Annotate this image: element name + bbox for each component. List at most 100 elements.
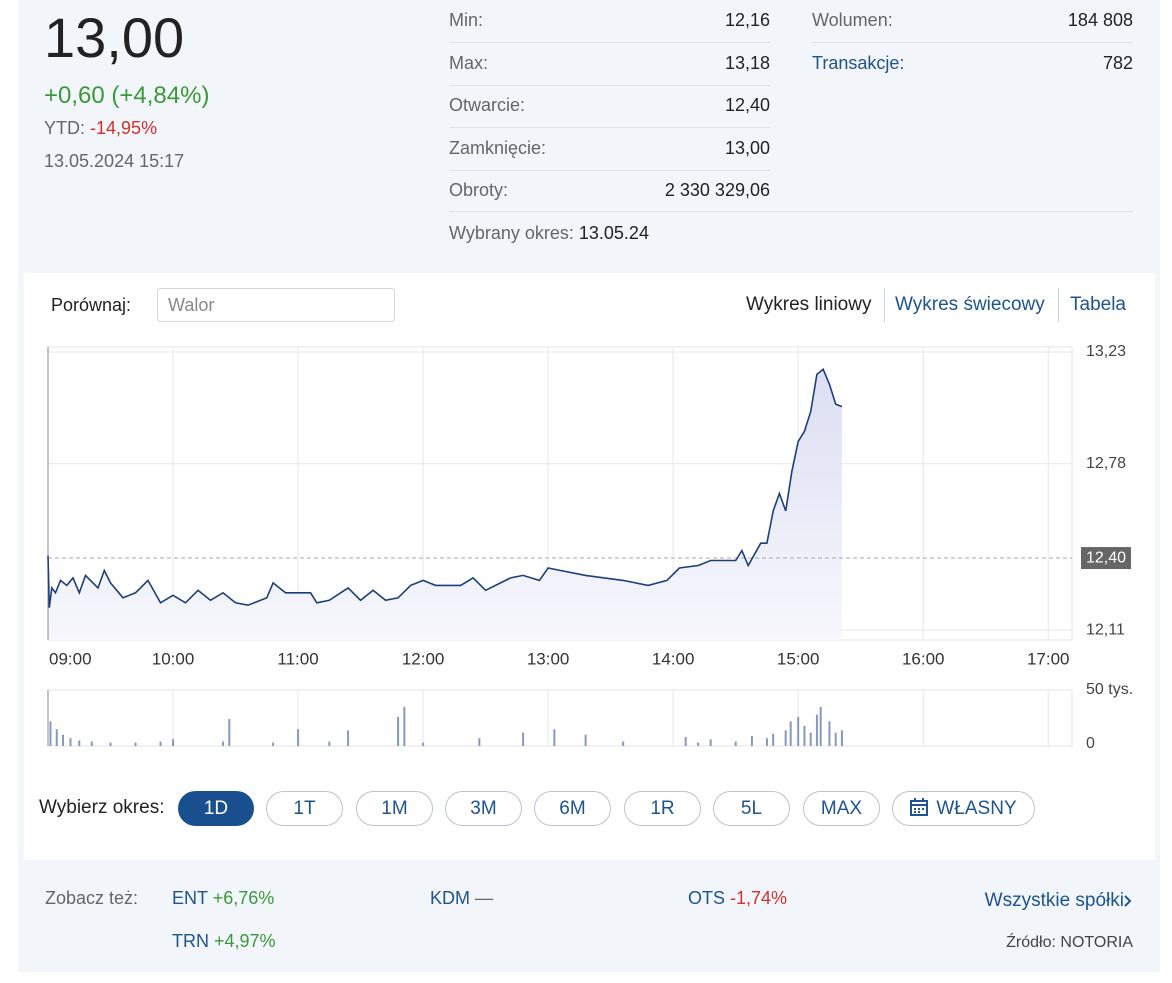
volume-bar [522, 732, 525, 746]
ytd-value: -14,95% [90, 118, 158, 138]
reference-label-bg [1081, 547, 1131, 570]
calendar-svg [910, 798, 929, 816]
x-tick-label: 11:00 [277, 649, 318, 668]
volume-bar [62, 734, 65, 746]
range-label: Wybierz okres: [39, 797, 165, 818]
chevron-icon [1124, 895, 1132, 907]
ticker-change: -1,74% [730, 888, 788, 908]
volume-bar [297, 729, 300, 746]
tab-active[interactable]: Wykres liniowy [746, 294, 872, 315]
volume-bar [397, 716, 400, 746]
ticker: TRN [172, 931, 209, 951]
tab-separator [1058, 288, 1059, 322]
see-also-item[interactable]: ENT +6,76% [172, 887, 274, 909]
range-button-label: WŁASNY [936, 798, 1017, 819]
range-button[interactable]: 1D [178, 791, 254, 826]
all-companies-link[interactable]: Wszystkie spółki [984, 890, 1124, 911]
range-button[interactable]: MAX [803, 791, 880, 826]
volume-bar [553, 729, 556, 746]
volume-bar [750, 735, 753, 746]
datetime: 13.05.2024 15:17 [44, 151, 185, 171]
range-button-label: 5L [740, 798, 763, 819]
volume-bar [69, 738, 72, 746]
tab-separator [884, 288, 885, 322]
compare-input[interactable]: Walor [157, 288, 395, 322]
period: Wybrany okres: 13.05.24 [449, 221, 649, 245]
y-tick-label: 13,23 [1086, 343, 1126, 360]
x-tick-label: 13:00 [527, 649, 570, 668]
tab[interactable]: Wykres świecowy [895, 294, 1045, 315]
volume-bar [347, 730, 350, 746]
see-also-label: Zobacz też: [45, 888, 139, 908]
y-tick-label: 50 tys. [1086, 681, 1133, 698]
price: 13,00 [44, 6, 185, 69]
price-line [47, 368, 843, 608]
volume-bar [584, 734, 587, 746]
stat-label: Max: [449, 52, 489, 73]
range-button[interactable]: WŁASNY [892, 791, 1035, 826]
separator [449, 211, 1133, 212]
volume-bar [809, 732, 812, 746]
volume-bar [422, 742, 425, 746]
volume-bar [478, 738, 481, 746]
stat-label: Min: [449, 10, 484, 30]
ticker: ENT [172, 888, 208, 908]
price-change: +0,60 (+4,84%) [44, 82, 210, 109]
volume-bar [328, 741, 331, 746]
stat-label: Obroty: [449, 180, 509, 200]
x-tick-label: 16:00 [902, 649, 945, 668]
range-button[interactable]: 1M [356, 791, 433, 826]
x-tick-label: 15:00 [777, 649, 820, 668]
period-label: Wybrany okres: [449, 223, 574, 243]
volume-bar [172, 739, 175, 746]
y-tick-label: 12,11 [1086, 621, 1125, 638]
volume-bar [772, 733, 775, 746]
volume-bar [828, 721, 831, 746]
tab[interactable]: Tabela [1070, 294, 1126, 315]
range-button[interactable]: 3M [445, 791, 522, 826]
range-button[interactable]: 1T [266, 791, 343, 826]
calendar-icon [910, 794, 929, 827]
volume-bar [622, 741, 625, 746]
x-tick-label: 14:00 [652, 649, 695, 668]
volume-bar [797, 716, 800, 746]
volume-bar [815, 714, 818, 746]
stat-value: 782 [1102, 52, 1133, 73]
volume-bar [819, 706, 822, 746]
volume-bar [734, 741, 737, 746]
stat-value: 13,18 [724, 52, 770, 73]
range-button-label: 1R [650, 798, 675, 819]
stat-label: Zamknięcie: [449, 137, 547, 158]
stat-label: Otwarcie: [449, 95, 526, 115]
range-button-label: 1D [203, 798, 229, 819]
compare-label: Porównaj: [51, 295, 132, 315]
volume-bar [784, 730, 787, 746]
ytd-label: YTD: [44, 118, 86, 138]
volume-bar [90, 741, 93, 746]
period-value: 13.05.24 [578, 223, 649, 243]
volume-bar [709, 739, 712, 746]
separator [812, 42, 1133, 43]
plot-frame [47, 689, 1073, 747]
volume-bar [134, 742, 137, 746]
volume-bar [697, 742, 700, 746]
volume-bar [159, 741, 162, 746]
volume-bar [803, 725, 806, 746]
x-tick-label: 10:00 [152, 649, 195, 668]
range-button[interactable]: 5L [713, 791, 790, 826]
see-also-item[interactable]: OTS -1,74% [688, 887, 787, 909]
volume-bar [272, 742, 275, 746]
volume-bar [55, 729, 58, 746]
range-button[interactable]: 1R [624, 791, 701, 826]
separator [449, 42, 770, 43]
volume-bar [78, 740, 81, 746]
see-also-item[interactable]: TRN +4,97% [172, 930, 276, 952]
range-button[interactable]: 6M [534, 791, 611, 826]
chart-panel [24, 273, 1155, 860]
see-also-item[interactable]: KDM — [430, 887, 493, 909]
range-button-label: MAX [820, 798, 863, 819]
y-tick-label: 0 [1086, 735, 1095, 752]
ticker-change: — [475, 888, 494, 908]
